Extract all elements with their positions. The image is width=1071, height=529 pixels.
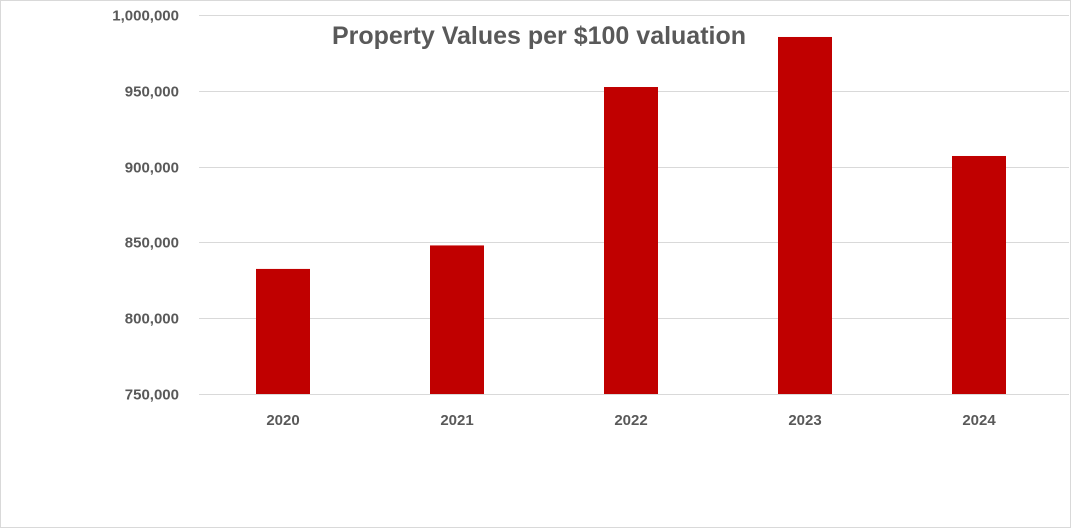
y-tick-label: 800,000 (125, 311, 179, 328)
x-tick-label: 2020 (266, 412, 299, 429)
y-tick-label: 850,000 (125, 235, 179, 252)
bar-2024 (952, 155, 1006, 394)
x-tick-label: 2023 (788, 412, 821, 429)
bar-2022 (604, 87, 658, 394)
y-tick-label: 900,000 (125, 160, 179, 177)
y-tick-label: 750,000 (125, 387, 179, 404)
x-axis-tick-labels: 2020 2021 2022 2023 2024 (266, 412, 996, 429)
bars (256, 36, 1006, 395)
x-tick-label: 2022 (614, 412, 647, 429)
x-tick-label: 2021 (440, 412, 473, 429)
y-tick-label: 1,000,000 (112, 8, 179, 25)
y-tick-label: 950,000 (125, 84, 179, 101)
x-tick-label: 2024 (962, 412, 996, 429)
bar-2020 (256, 268, 310, 394)
y-axis-tick-labels: 750,000 800,000 850,000 900,000 950,000 1,000… (112, 8, 179, 404)
bar-2023 (778, 36, 832, 395)
bar-2021 (430, 245, 484, 394)
chart-title: Property Values per $100 valuation (332, 22, 746, 50)
